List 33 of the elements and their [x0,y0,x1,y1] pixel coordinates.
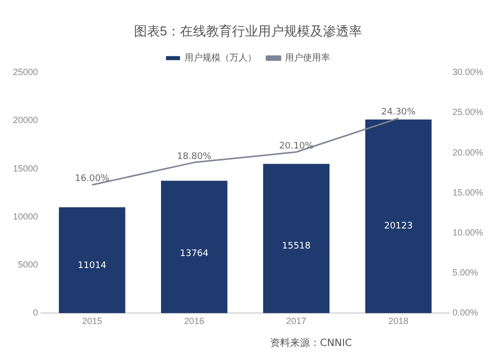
legend-label: 用户规模（万人） [184,52,256,63]
y-tick-label: 0 [33,308,38,318]
legend-label: 用户使用率 [285,52,330,63]
bar [161,180,228,314]
data-label: 24.30% [381,108,416,118]
y2-tick-label: 25.00% [452,107,484,118]
y2-tick-label: 20.00% [452,147,484,158]
data-label: 11014 [78,260,107,271]
y2-tick-label: 30.00% [452,67,484,78]
data-label: 15518 [282,241,311,252]
bar [58,207,126,314]
data-label: 20123 [384,221,413,232]
chart-title: 图表5：在线教育行业用户规模及渗透率 [134,23,362,38]
y-tick-label: 25000 [12,67,38,78]
y-tick-label: 15000 [12,163,38,174]
y-tick-label: 20000 [12,115,38,126]
y-tick-label: 5000 [18,260,38,270]
data-label: 13764 [180,248,209,259]
x-tick-label: 2017 [286,316,306,326]
y2-tick-label: 10.00% [452,227,484,238]
data-label: 18.80% [177,152,212,162]
y2-tick-label: 15.00% [452,187,484,198]
x-tick-label: 2015 [82,316,102,326]
y-tick-label: 10000 [12,211,38,222]
data-label: 16.00% [74,174,110,184]
x-tick-label: 2018 [388,316,408,326]
bar [263,164,330,314]
bar [365,120,432,314]
y2-tick-label: 5.00% [452,268,478,278]
data-label: 20.10% [279,141,314,152]
text: 资料来源：CNNIC [270,336,352,350]
x-tick-label: 2016 [184,316,204,326]
y2-tick-label: 0.00% [452,308,478,318]
